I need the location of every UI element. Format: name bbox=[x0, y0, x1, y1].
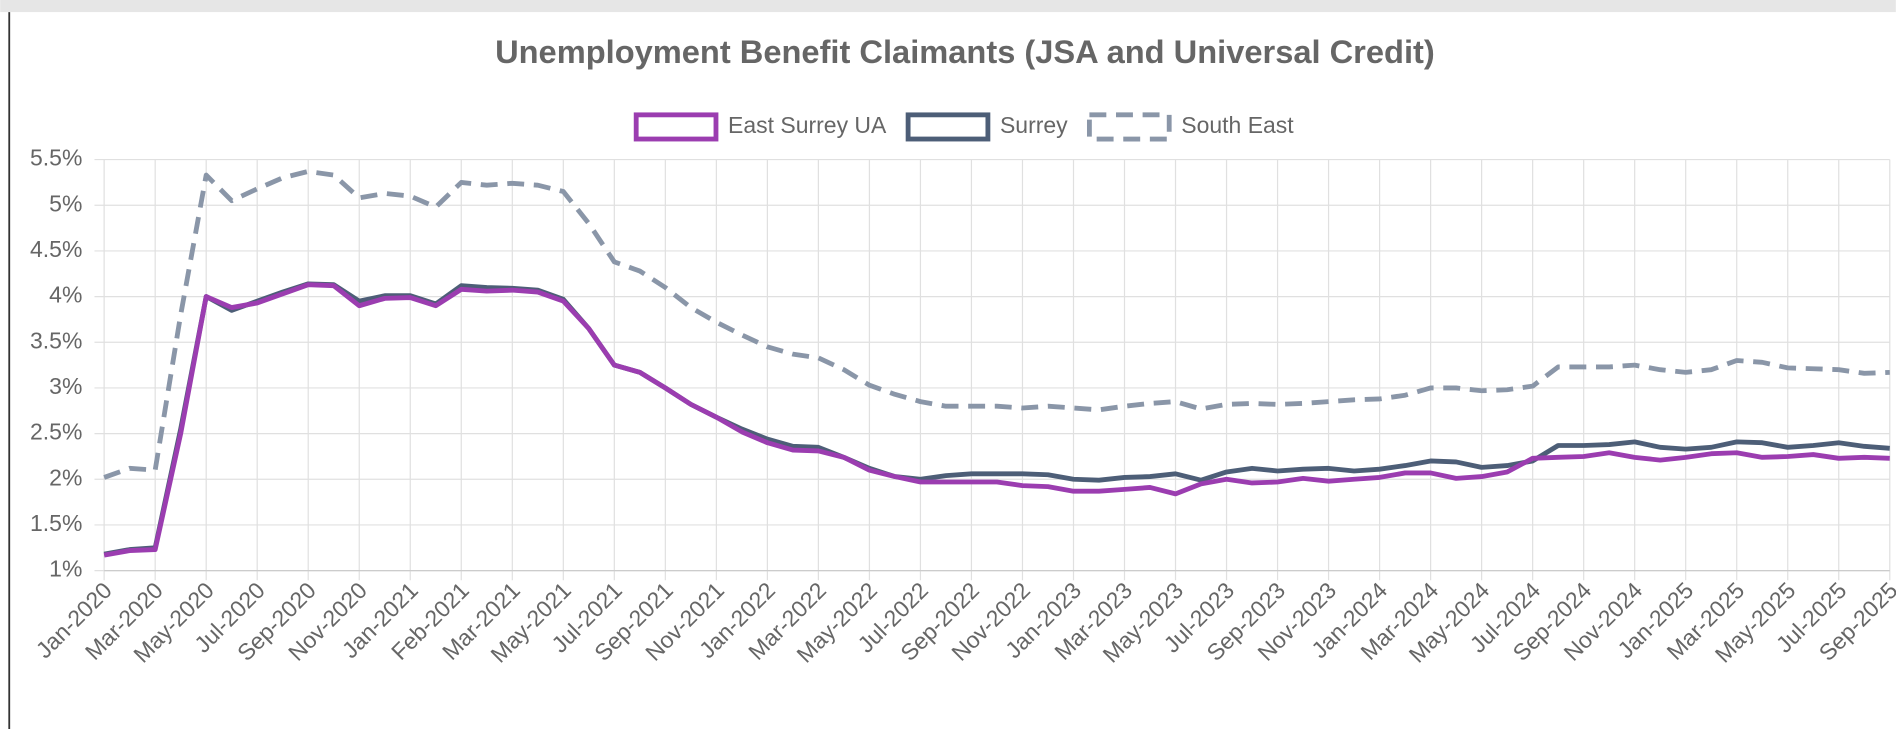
legend-label: South East bbox=[1181, 112, 1294, 138]
series-line bbox=[103, 282, 1890, 558]
y-tick-label: 3.5% bbox=[30, 327, 82, 353]
legend-label: Surrey bbox=[1000, 112, 1068, 138]
legend-item: South East bbox=[1086, 112, 1294, 142]
legend-swatch bbox=[633, 112, 719, 142]
legend: East Surrey UA Surrey South East bbox=[633, 112, 1294, 142]
y-tick-label: 4.5% bbox=[30, 236, 82, 262]
series-line bbox=[103, 169, 1890, 480]
legend-swatch bbox=[905, 112, 991, 142]
legend-item: Surrey bbox=[905, 112, 1068, 142]
chart-title: Unemployment Benefit Claimants (JSA and … bbox=[495, 33, 1435, 70]
legend-item: East Surrey UA bbox=[633, 112, 887, 142]
y-tick-label: 2% bbox=[49, 464, 82, 490]
y-tick-label: 1.5% bbox=[30, 510, 82, 536]
y-tick-label: 3% bbox=[49, 373, 82, 399]
legend-label: East Surrey UA bbox=[728, 112, 887, 138]
y-tick-label: 2.5% bbox=[30, 419, 82, 445]
y-tick-label: 4% bbox=[49, 282, 82, 308]
top-bar bbox=[0, 0, 1896, 13]
y-tick-label: 5% bbox=[49, 190, 82, 216]
legend-swatch bbox=[1086, 112, 1172, 142]
y-tick-label: 5.5% bbox=[30, 145, 82, 171]
series-line bbox=[103, 281, 1890, 557]
y-tick-label: 1% bbox=[49, 556, 82, 582]
